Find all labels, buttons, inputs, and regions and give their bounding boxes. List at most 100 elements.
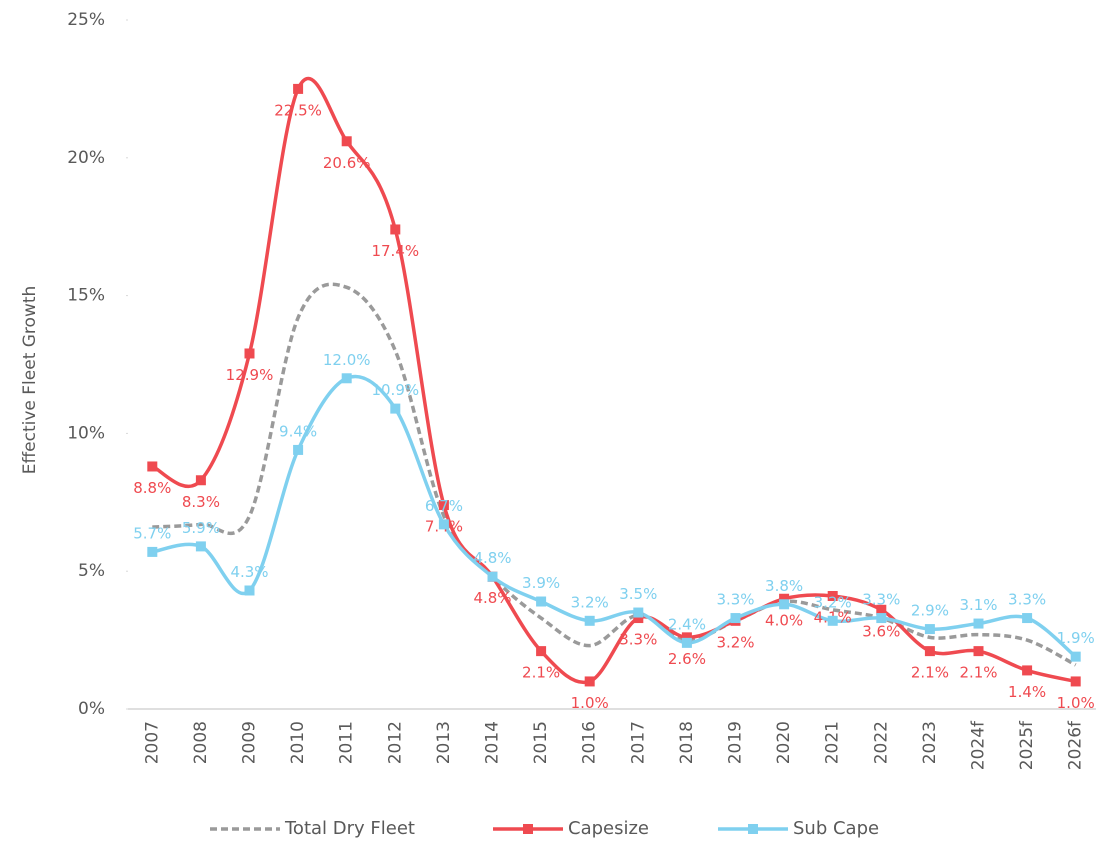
x-tick-label: 2025f [1017,720,1037,770]
value-label: 6.7% [425,497,463,515]
value-label: 20.6% [323,154,371,172]
marker [876,613,887,624]
x-tick-label: 2016 [580,721,600,764]
marker [195,475,206,486]
x-tick-label: 2024f [969,720,989,770]
value-label: 8.8% [133,479,171,497]
marker [341,373,352,384]
x-tick-label: 2011 [337,721,357,764]
x-tick-label: 2007 [142,721,162,764]
marker [779,599,790,610]
marker [827,591,838,602]
marker [973,646,984,657]
x-tick-label: 2015 [531,721,551,764]
marker [876,604,887,615]
x-tick-label: 2010 [288,721,308,764]
marker [924,646,935,657]
marker [1022,613,1033,624]
marker [244,585,255,596]
x-tick-label: 2012 [385,721,405,764]
marker [633,613,644,624]
legend-label: Sub Cape [793,818,879,839]
marker [730,613,741,624]
value-label: 2.4% [668,615,706,633]
x-tick-label: 2013 [434,721,454,764]
value-label: 1.9% [1057,629,1095,647]
marker [584,676,595,687]
marker [584,615,595,626]
x-tick-label: 2014 [483,721,503,764]
value-label: 3.2% [716,633,754,651]
legend-marker [748,824,758,834]
value-label: 5.9% [182,519,220,537]
y-tick-label: 25% [67,10,105,30]
marker [438,500,449,511]
marker [341,136,352,147]
marker [293,83,304,94]
y-tick-label: 15% [67,286,105,306]
value-label: 3.6% [862,622,900,640]
y-axis-title: Effective Fleet Growth [20,286,40,475]
marker [973,618,984,629]
x-tick-label: 2023 [920,721,940,764]
value-label: 3.9% [522,574,560,592]
value-label: 12.9% [226,366,274,384]
value-label: 3.8% [765,577,803,595]
value-label: 1.0% [571,694,609,712]
y-tick-label: 20% [67,148,105,168]
marker [390,224,401,235]
marker [147,461,158,472]
value-label: 4.8% [473,589,511,607]
legend-label: Total Dry Fleet [284,818,415,839]
legend-label: Capesize [568,818,649,839]
value-label: 2.1% [959,664,997,682]
marker [681,637,692,648]
x-tick-label: 2026f [1066,720,1086,770]
marker [487,571,498,582]
value-label: 10.9% [371,381,419,399]
value-label: 3.2% [571,593,609,611]
value-label: 3.3% [862,591,900,609]
marker [438,519,449,530]
marker [536,596,547,607]
x-tick-label: 2020 [774,721,794,764]
value-label: 9.4% [279,422,317,440]
y-tick-label: 5% [78,561,105,581]
value-label: 3.2% [814,593,852,611]
x-tick-label: 2009 [240,721,260,764]
value-label: 1.4% [1008,683,1046,701]
marker [244,348,255,359]
marker [390,403,401,414]
marker [293,444,304,455]
marker [924,624,935,635]
value-label: 3.5% [619,585,657,603]
value-label: 3.1% [959,596,997,614]
value-label: 2.1% [522,664,560,682]
legend-marker [523,824,533,834]
marker [147,546,158,557]
x-tick-label: 2021 [823,721,843,764]
value-label: 12.0% [323,351,371,369]
x-tick-label: 2022 [871,721,891,764]
marker [1022,665,1033,676]
value-label: 4.3% [230,563,268,581]
value-label: 17.4% [371,242,419,260]
marker [1070,651,1081,662]
value-label: 2.1% [911,664,949,682]
marker [633,607,644,618]
marker [827,615,838,626]
value-label: 5.7% [133,524,171,542]
series-line [151,77,1077,685]
marker [536,646,547,657]
value-label: 4.8% [473,549,511,567]
value-label: 3.3% [619,631,657,649]
value-label: 22.5% [274,101,322,119]
marker [681,632,692,643]
value-label: 2.9% [911,602,949,620]
series-line [151,374,1077,659]
value-label: 4.0% [765,611,803,629]
marker [195,541,206,552]
y-tick-label: 10% [67,423,105,443]
value-label: 8.3% [182,493,220,511]
